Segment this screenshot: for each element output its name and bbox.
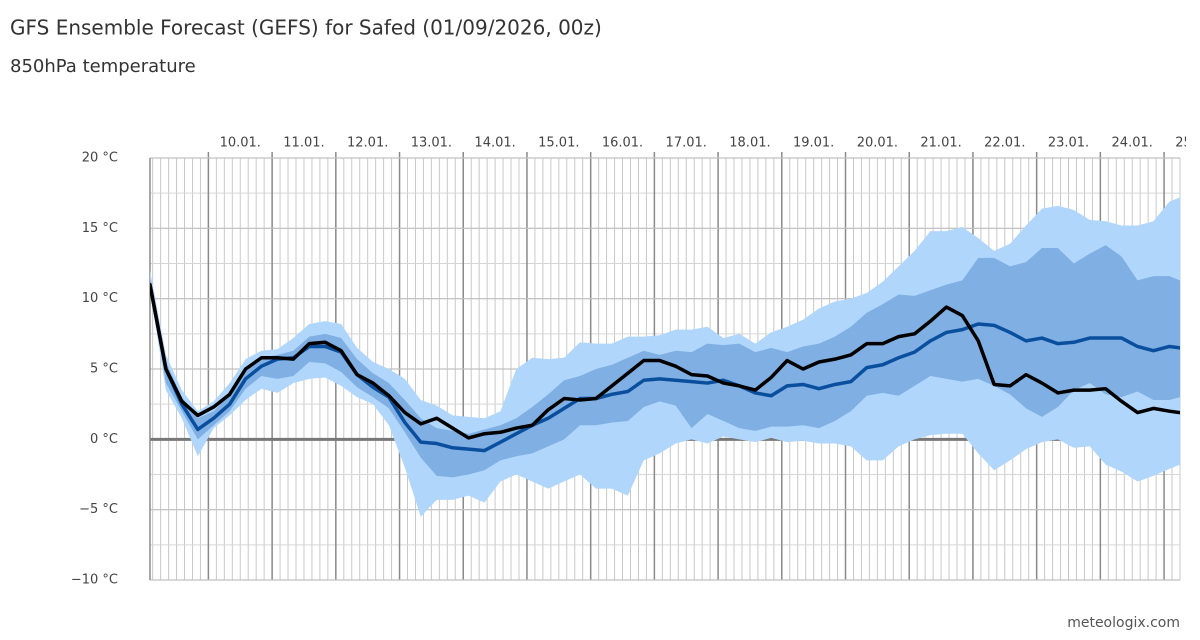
- y-tick-label: 15 °C: [82, 221, 118, 236]
- y-axis-labels: −10 °C −5 °C 0 °C 5 °C 10 °C 15 °C 20 °C: [71, 151, 118, 588]
- x-tick-label: 23.01.: [1048, 136, 1089, 151]
- y-tick-label: 20 °C: [82, 151, 118, 166]
- x-tick-label: 22.01.: [984, 136, 1025, 151]
- x-tick-label: 24.01.: [1112, 136, 1153, 151]
- y-tick-label: −5 °C: [79, 502, 118, 517]
- x-tick-label: 19.01.: [793, 136, 834, 151]
- x-tick-label: 20.01.: [857, 136, 898, 151]
- plot-area: [150, 197, 1180, 517]
- y-tick-label: 10 °C: [82, 291, 118, 306]
- series-line: [150, 282, 1180, 453]
- x-tick-label: 21.01.: [920, 136, 961, 151]
- x-tick-label: 11.01.: [283, 136, 324, 151]
- y-tick-label: 0 °C: [90, 432, 118, 447]
- x-tick-label: 15.01.: [538, 136, 579, 151]
- y-tick-label: 5 °C: [90, 362, 118, 377]
- x-tick-label: 13.01.: [411, 136, 452, 151]
- x-tick-label: 25.01.: [1175, 136, 1200, 151]
- x-tick-label: 14.01.: [474, 136, 515, 151]
- chart-subtitle: 850hPa temperature: [10, 56, 196, 77]
- x-tick-label: 16.01.: [602, 136, 643, 151]
- x-tick-label: 17.01.: [666, 136, 707, 151]
- series-line: [150, 282, 1180, 440]
- source: meteologix.com: [1067, 615, 1180, 631]
- x-tick-label: 12.01.: [347, 136, 388, 151]
- x-tick-label: 10.01.: [220, 136, 261, 151]
- chart-title: GFS Ensemble Forecast (GEFS) for Safed (…: [10, 16, 602, 40]
- y-tick-label: −10 °C: [71, 573, 118, 588]
- x-tick-label: 18.01.: [729, 136, 770, 151]
- x-axis-labels: 10.01. 11.01. 12.01. 13.01. 14.01. 15.01. 16.0…: [220, 136, 1200, 151]
